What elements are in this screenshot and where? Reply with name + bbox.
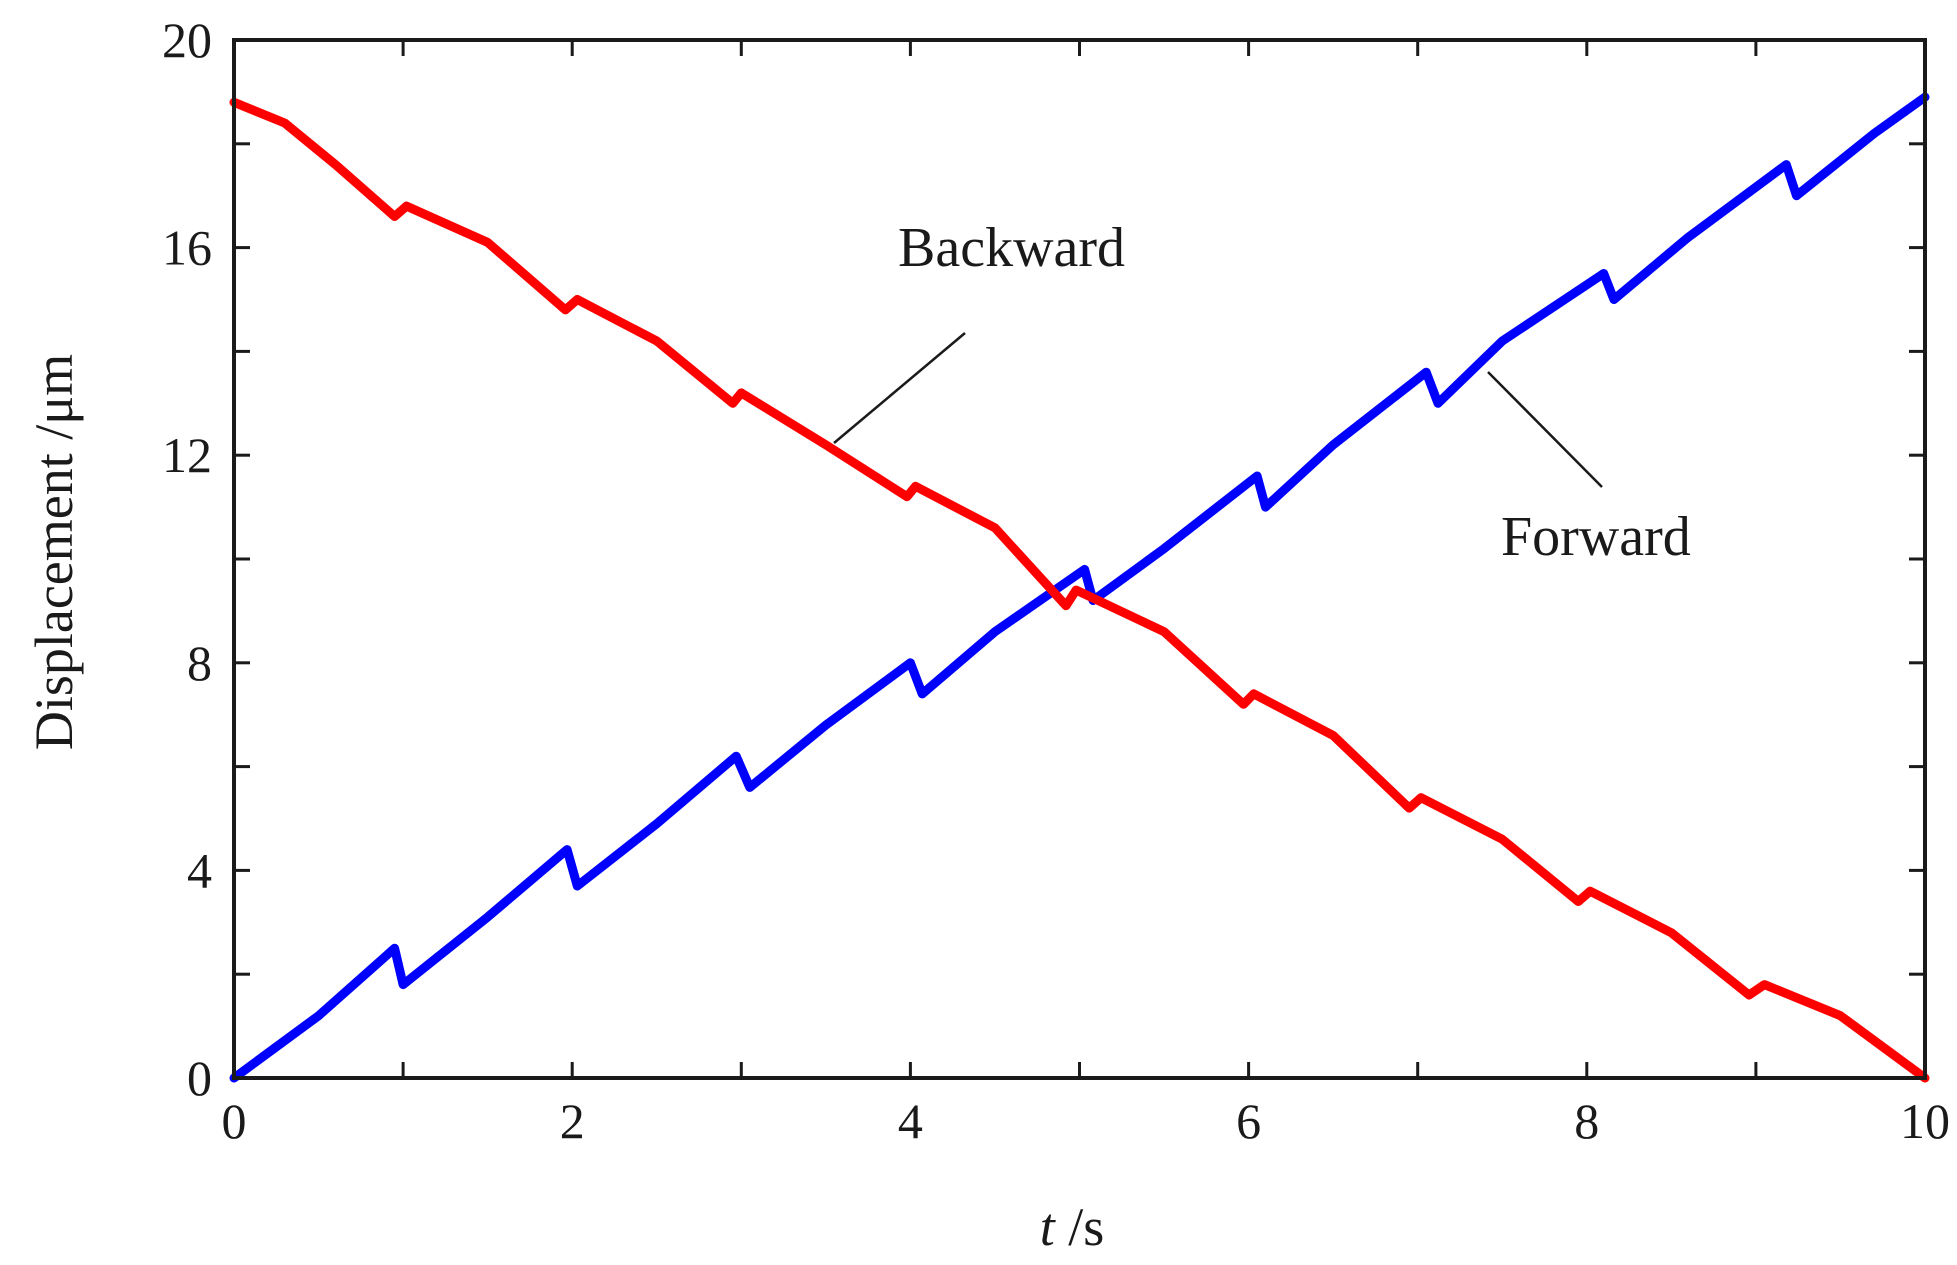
tick-labels: 0 2 4 6 8 10 0 4 8 12 16 20 <box>162 12 1950 1149</box>
x-axis-title: t /s <box>1040 1197 1105 1257</box>
y-tick-label: 16 <box>162 220 212 276</box>
y-tick-label: 8 <box>187 635 212 691</box>
y-tick-label: 4 <box>187 842 212 898</box>
x-tick-label: 10 <box>1900 1093 1950 1149</box>
y-tick-label: 0 <box>187 1050 212 1106</box>
x-tick-label: 6 <box>1236 1093 1261 1149</box>
x-tick-label: 2 <box>560 1093 585 1149</box>
x-tick-label: 8 <box>1574 1093 1599 1149</box>
annotation-forward: Forward <box>1501 506 1691 568</box>
x-axis-variable: t <box>1040 1197 1057 1257</box>
y-tick-label: 12 <box>162 427 212 483</box>
x-tick-label: 0 <box>222 1093 247 1149</box>
leader-forward <box>1487 371 1603 488</box>
series-layer <box>229 92 1930 1083</box>
plot-frame <box>232 38 1927 1080</box>
series-line-backward <box>229 97 1930 1083</box>
annotation-leaders <box>833 332 1603 488</box>
leader-backward <box>833 332 966 444</box>
y-axis-title: Displacement /μm <box>24 354 84 750</box>
x-tick-label: 4 <box>898 1093 923 1149</box>
y-tick-label: 20 <box>162 12 212 68</box>
x-axis-unit: /s <box>1055 1197 1105 1257</box>
series-line-forward <box>229 92 1930 1083</box>
annotation-backward: Backward <box>898 217 1125 279</box>
